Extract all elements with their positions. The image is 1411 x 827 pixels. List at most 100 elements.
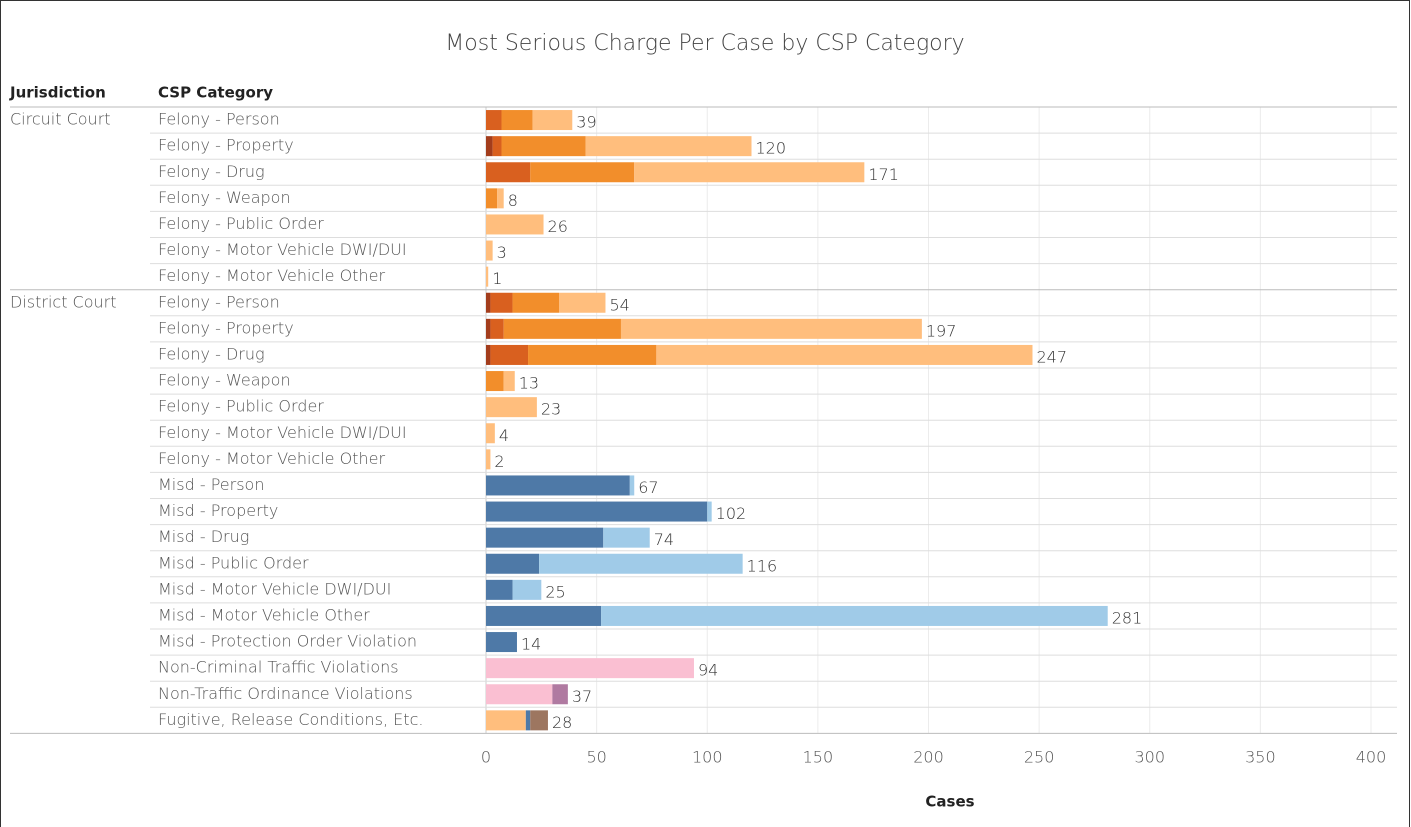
bar-segment: [528, 344, 657, 365]
category-label: Misd - Person: [158, 475, 264, 494]
category-label: Felony - Person: [158, 110, 280, 129]
total-label: 25: [545, 582, 565, 601]
bar-segment: [585, 136, 752, 157]
bar-segment: [532, 110, 573, 131]
category-label: Felony - Weapon: [158, 371, 291, 390]
total-label: 1: [492, 269, 502, 288]
bar-segment: [501, 136, 586, 157]
bar-segment: [620, 318, 922, 339]
total-label: 120: [756, 139, 787, 158]
total-label: 37: [572, 687, 592, 706]
bar-segment: [486, 162, 531, 183]
bar-segment: [601, 605, 1108, 626]
x-axis-label: Cases: [925, 793, 974, 811]
bar-segment: [486, 344, 491, 365]
bar-segment: [486, 188, 498, 209]
bar-segment: [629, 475, 635, 496]
bar-segment: [490, 292, 513, 313]
category-label: Non-Traffic Ordinance Violations: [158, 684, 413, 703]
row-header: Jurisdiction: [9, 84, 106, 102]
total-label: 8: [508, 191, 518, 210]
bar-segment: [530, 710, 548, 731]
category-label: Felony - Motor Vehicle DWI/DUI: [158, 240, 407, 259]
bar-segment: [490, 344, 529, 365]
bar-segment: [707, 501, 712, 522]
total-label: 4: [499, 426, 509, 445]
category-label: Misd - Public Order: [158, 553, 309, 572]
category-label: Non-Criminal Traffic Violations: [158, 658, 399, 677]
total-label: 247: [1036, 347, 1067, 366]
category-label: Misd - Protection Order Violation: [158, 632, 417, 651]
bar-segment: [552, 684, 568, 705]
category-label: Misd - Property: [158, 501, 278, 520]
bar-segment: [486, 501, 708, 522]
bar-segment: [490, 318, 504, 339]
bar-segment: [486, 214, 544, 235]
total-label: 26: [548, 217, 568, 236]
category-label: Felony - Property: [158, 136, 294, 155]
bar-segment: [486, 449, 491, 470]
total-label: 74: [654, 530, 674, 549]
bar-segment: [486, 266, 489, 287]
bar-segment: [486, 110, 502, 131]
category-label: Felony - Weapon: [158, 188, 291, 207]
total-label: 3: [497, 243, 507, 262]
total-label: 67: [638, 478, 658, 497]
x-tick-label: 200: [913, 748, 944, 767]
total-label: 197: [926, 321, 957, 340]
category-label: Felony - Motor Vehicle DWI/DUI: [158, 423, 407, 442]
total-label: 39: [576, 113, 596, 132]
x-tick-label: 50: [586, 748, 606, 767]
bar-segment: [486, 684, 553, 705]
category-label: Misd - Motor Vehicle Other: [158, 605, 370, 624]
x-tick-label: 250: [1024, 748, 1055, 767]
bar-segment: [486, 710, 526, 731]
x-tick-label: 300: [1134, 748, 1165, 767]
category-label: Felony - Motor Vehicle Other: [158, 266, 385, 285]
total-label: 2: [494, 452, 504, 471]
category-label: Felony - Drug: [158, 344, 265, 363]
bar-segment: [486, 318, 491, 339]
bar-segment: [486, 605, 602, 626]
bar-segment: [497, 188, 504, 209]
total-label: 281: [1112, 608, 1143, 627]
bar-segment: [486, 136, 493, 157]
bar-segment: [539, 553, 743, 574]
bar-segment: [486, 240, 493, 261]
group-label: District Court: [10, 292, 117, 311]
category-label: Fugitive, Release Conditions, Etc.: [158, 710, 423, 729]
bar-segment: [486, 632, 517, 653]
bar-segment: [492, 136, 502, 157]
group-label: Circuit Court: [10, 110, 111, 129]
bar-segment: [501, 110, 533, 131]
bar-segment: [486, 292, 491, 313]
total-label: 116: [747, 556, 778, 575]
x-tick-label: 100: [692, 748, 723, 767]
bar-segment: [512, 292, 560, 313]
category-label: Felony - Property: [158, 318, 294, 337]
category-label: Felony - Public Order: [158, 397, 324, 416]
x-tick-label: 350: [1245, 748, 1276, 767]
category-label: Felony - Motor Vehicle Other: [158, 449, 385, 468]
bar-segment: [503, 371, 515, 392]
total-label: 13: [519, 374, 539, 393]
bar-segment: [634, 162, 865, 183]
category-label: Misd - Motor Vehicle DWI/DUI: [158, 579, 391, 598]
bar-segment: [503, 318, 621, 339]
bar-segment: [486, 423, 495, 444]
bar-segment: [512, 579, 542, 600]
category-label: Misd - Drug: [158, 527, 249, 546]
bar-segment: [486, 371, 504, 392]
bar-segment: [525, 710, 531, 731]
total-label: 94: [698, 661, 718, 680]
bar-segment: [559, 292, 606, 313]
total-label: 14: [521, 635, 541, 654]
x-tick-label: 0: [481, 748, 491, 767]
bar-segment: [486, 579, 513, 600]
total-label: 171: [868, 165, 899, 184]
bar-segment: [486, 397, 537, 418]
bar-segment: [656, 344, 1033, 365]
chart-title: Most Serious Charge Per Case by CSP Cate…: [445, 31, 964, 56]
